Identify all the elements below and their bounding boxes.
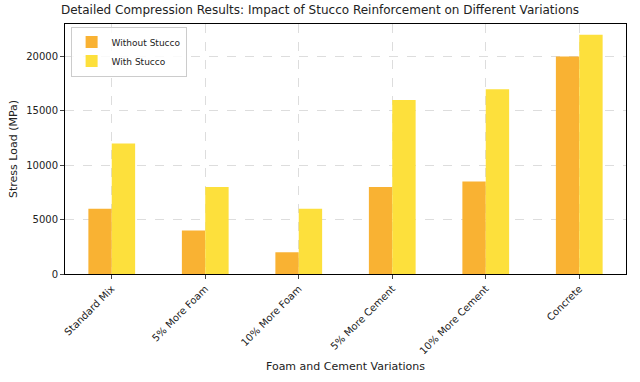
svg-text:5% More Cement: 5% More Cement <box>328 283 397 352</box>
svg-text:Without Stucco: Without Stucco <box>112 38 181 48</box>
svg-text:10% More Cement: 10% More Cement <box>417 283 490 356</box>
svg-text:Concrete: Concrete <box>545 283 585 323</box>
svg-text:20000: 20000 <box>26 51 58 62</box>
svg-text:Detailed Compression Results:: Detailed Compression Results: Impact of … <box>61 3 579 17</box>
svg-text:Stress Load (MPa): Stress Load (MPa) <box>7 100 20 198</box>
svg-text:5000: 5000 <box>33 214 58 225</box>
svg-text:15000: 15000 <box>26 105 58 116</box>
svg-text:10000: 10000 <box>26 160 58 171</box>
svg-text:Foam and Cement Variations: Foam and Cement Variations <box>266 360 425 373</box>
svg-text:0: 0 <box>52 269 58 280</box>
svg-text:10% More Foam: 10% More Foam <box>239 283 304 348</box>
svg-text:5% More Foam: 5% More Foam <box>150 283 210 343</box>
svg-text:With Stucco: With Stucco <box>112 57 166 67</box>
svg-text:Standard Mix: Standard Mix <box>62 283 117 338</box>
